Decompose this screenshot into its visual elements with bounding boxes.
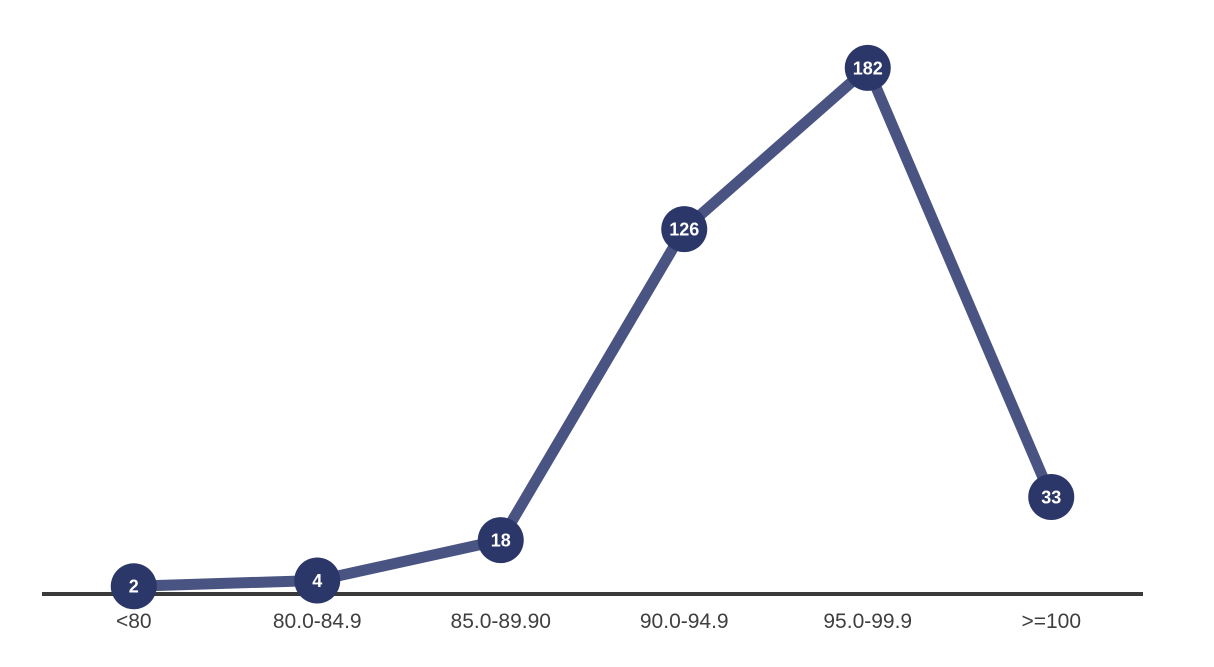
x-tick-label: <80: [116, 610, 152, 633]
data-point-marker: [1028, 473, 1075, 520]
x-tick-label: 85.0-89.90: [451, 610, 551, 633]
x-tick-label: 90.0-94.9: [640, 610, 729, 633]
data-point-value: 2: [129, 577, 139, 597]
data-point-value: 182: [853, 58, 883, 78]
data-point-value: 33: [1041, 487, 1061, 507]
data-point-value: 18: [491, 531, 511, 551]
data-point-marker: [661, 206, 708, 253]
x-tick-label: 95.0-99.9: [823, 610, 912, 633]
data-point-marker: [844, 44, 891, 91]
line-series: [128, 62, 1057, 592]
data-point-value: 4: [312, 571, 322, 591]
x-tick-label: >=100: [1021, 610, 1081, 633]
x-tick-label: 80.0-84.9: [273, 610, 362, 633]
data-point-marker: [110, 563, 157, 610]
data-point-value: 126: [669, 220, 699, 240]
data-point-marker: [477, 517, 524, 564]
data-point-marker: [294, 557, 341, 604]
